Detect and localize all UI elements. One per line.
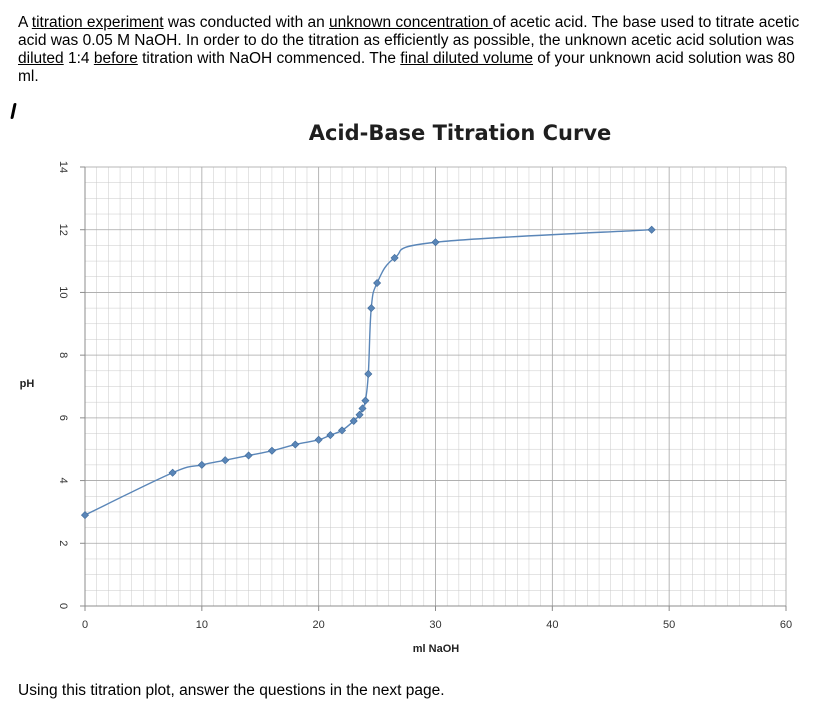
data-point [355,410,364,419]
x-tick-labels: 0 10 20 30 40 50 60 [82,619,792,631]
y-tick-label: 4 [57,478,69,484]
axes [80,166,787,611]
x-tick-label: 10 [196,619,208,631]
question-text-part: titration with NaOH commenced. The [137,50,401,67]
chart-title: Acid-Base Titration Curve [309,121,612,145]
x-tick-label: 0 [82,619,88,631]
data-point [358,404,367,413]
x-axis-label: ml NaOH [413,643,460,655]
underlined-phrase: final diluted volume [400,50,533,67]
question-text: A titration experiment was conducted wit… [18,14,818,86]
data-point [647,225,656,234]
question-text-part: 1:4 [63,50,94,67]
x-tick-label: 60 [780,619,792,631]
data-point [349,416,358,426]
x-tick-label: 50 [663,619,675,631]
data-point [431,238,440,247]
underlined-phrase: titration experiment [31,14,164,31]
x-tick-label: 40 [546,619,558,631]
data-point [390,253,399,262]
data-point [221,456,230,465]
data-point [361,396,370,405]
question-text-part: was conducted with an [163,14,330,31]
y-tick-label: 10 [57,286,69,298]
data-point [364,369,373,378]
y-tick-label: 12 [57,224,69,236]
data-point [373,278,382,288]
question-text-part: of your unknown acid solution was 80 ml. [18,50,795,85]
data-point [267,446,276,455]
data-point [291,440,300,449]
question-text-part: of acetic acid. The base used to titrate… [18,14,800,49]
data-point [80,511,90,520]
underlined-phrase: unknown concentration [329,14,493,31]
footer-text: Using this titration plot, answer the qu… [18,682,445,699]
y-tick-label: 6 [57,415,69,421]
underlined-phrase: diluted [18,50,64,67]
y-tick-label: 0 [57,603,69,609]
x-tick-label: 20 [313,619,325,631]
data-point [197,460,206,469]
data-point [244,451,253,460]
y-tick-label: 2 [57,540,69,546]
data-markers [80,225,656,520]
underlined-phrase: before [93,50,138,67]
data-point [314,435,323,444]
data-point [168,468,177,477]
data-point [367,304,376,313]
data-point [338,426,347,435]
y-tick-label: 8 [57,352,69,358]
x-tick-label: 30 [429,619,441,631]
question-text-part: A [18,14,32,31]
y-tick-labels: 0 2 4 6 8 10 12 14 [57,161,69,609]
data-point [326,431,335,440]
y-tick-label: 14 [57,161,69,173]
y-axis-label: pH [20,378,35,390]
